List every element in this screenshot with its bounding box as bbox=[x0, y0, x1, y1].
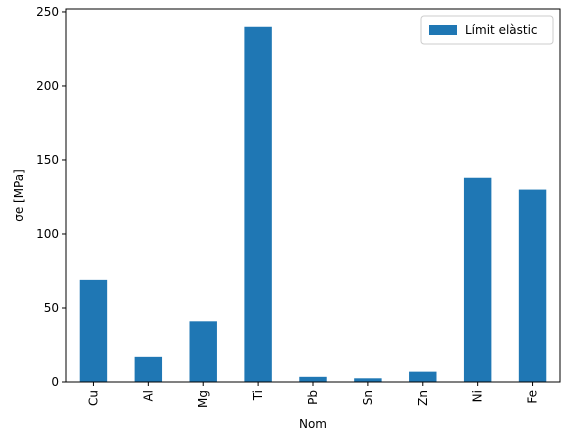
x-tick-label: Ni bbox=[471, 390, 485, 402]
y-tick-label: 250 bbox=[36, 5, 59, 19]
bars-group bbox=[79, 26, 547, 382]
legend-label: Límit elàstic bbox=[465, 23, 538, 37]
bar-fe bbox=[518, 189, 547, 382]
bar-zn bbox=[409, 371, 437, 382]
y-tick-label: 100 bbox=[36, 227, 59, 241]
x-axis-ticks: Cu Al Mg Ti Pb Sn Zn Ni Fe bbox=[86, 382, 540, 408]
x-tick-label: Ti bbox=[251, 390, 265, 401]
x-axis-label: Nom bbox=[299, 417, 327, 431]
bar-ni bbox=[463, 177, 492, 382]
x-tick-label: Fe bbox=[526, 390, 540, 404]
x-tick-label: Al bbox=[141, 390, 155, 402]
y-axis-label: σe [MPa] bbox=[12, 169, 26, 222]
y-tick-label: 200 bbox=[36, 79, 59, 93]
y-tick-label: 0 bbox=[51, 375, 59, 389]
x-tick-label: Sn bbox=[361, 390, 375, 405]
legend-box bbox=[420, 15, 554, 45]
bar-al bbox=[134, 356, 163, 382]
x-tick-label: Mg bbox=[196, 390, 210, 408]
bar-cu bbox=[79, 279, 108, 382]
bar-mg bbox=[189, 321, 217, 382]
y-tick-label: 150 bbox=[36, 153, 59, 167]
legend-swatch bbox=[429, 25, 457, 35]
bar-sn bbox=[354, 378, 382, 382]
x-tick-label: Cu bbox=[86, 390, 100, 406]
y-tick-label: 50 bbox=[44, 301, 59, 315]
y-axis-ticks: 0 50 100 150 200 250 bbox=[36, 5, 66, 389]
plot-frame bbox=[65, 8, 561, 383]
legend: Límit elàstic bbox=[420, 15, 554, 45]
bar-pb bbox=[299, 376, 327, 382]
x-tick-label: Zn bbox=[416, 390, 430, 406]
bar-ti bbox=[244, 26, 272, 382]
x-tick-label: Pb bbox=[306, 390, 320, 405]
